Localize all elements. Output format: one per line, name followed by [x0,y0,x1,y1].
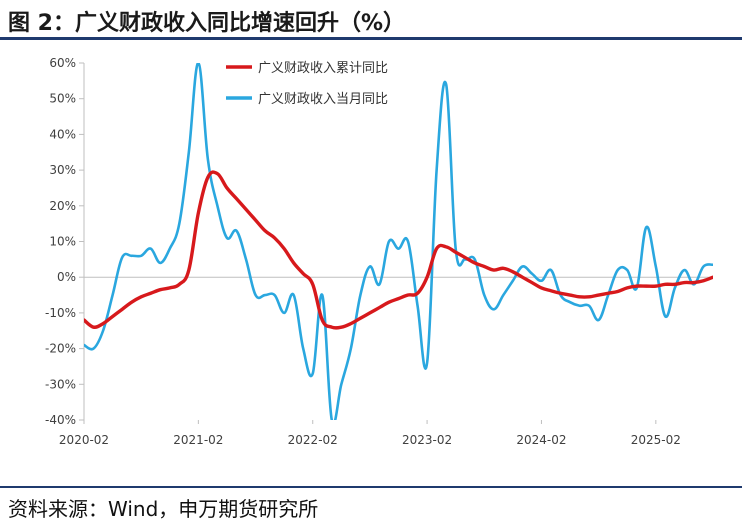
source-note: 资料来源：Wind，申万期货研究所 [8,497,319,521]
x-tick-label: 2020-02 [59,433,109,447]
chart-area: -40% -30% -20% -10% 0% 10% 20% 30% 40% 50% 60% 2020… [0,40,742,485]
x-tick-label: 2021-02 [173,433,223,447]
legend-label: 广义财政收入当月同比 [258,92,388,107]
line-chart: -40% -30% -20% -10% 0% 10% 20% 30% 40% 50% 60% 2020… [45,56,713,447]
figure-title: 图 2：广义财政收入同比增速回升（%） [8,11,406,36]
top-rule [0,37,742,40]
title-bar: 图 2：广义财政收入同比增速回升（%） [0,0,742,40]
y-tick-label: -30% [45,377,76,391]
x-tick-label: 2022-02 [288,433,338,447]
series-line-monthly [84,63,713,420]
x-tick-label: 2023-02 [402,433,452,447]
legend-label: 广义财政收入累计同比 [258,61,388,76]
y-tick-label: -10% [45,306,76,320]
y-tick-label: 40% [49,127,76,141]
y-tick-label: 0% [57,270,76,284]
y-tick-label: -40% [45,413,76,427]
y-tick-label: 30% [49,163,76,177]
x-tick-label: 2024-02 [516,433,566,447]
y-tick-label: 60% [49,56,76,70]
y-tick-label: 20% [49,199,76,213]
bottom-rule [0,486,742,488]
y-tick-label: -20% [45,342,76,356]
y-tick-label: 10% [49,235,76,249]
y-tick-label: 50% [49,92,76,106]
x-tick-label: 2025-02 [631,433,681,447]
series-line-cumulative [84,170,713,330]
